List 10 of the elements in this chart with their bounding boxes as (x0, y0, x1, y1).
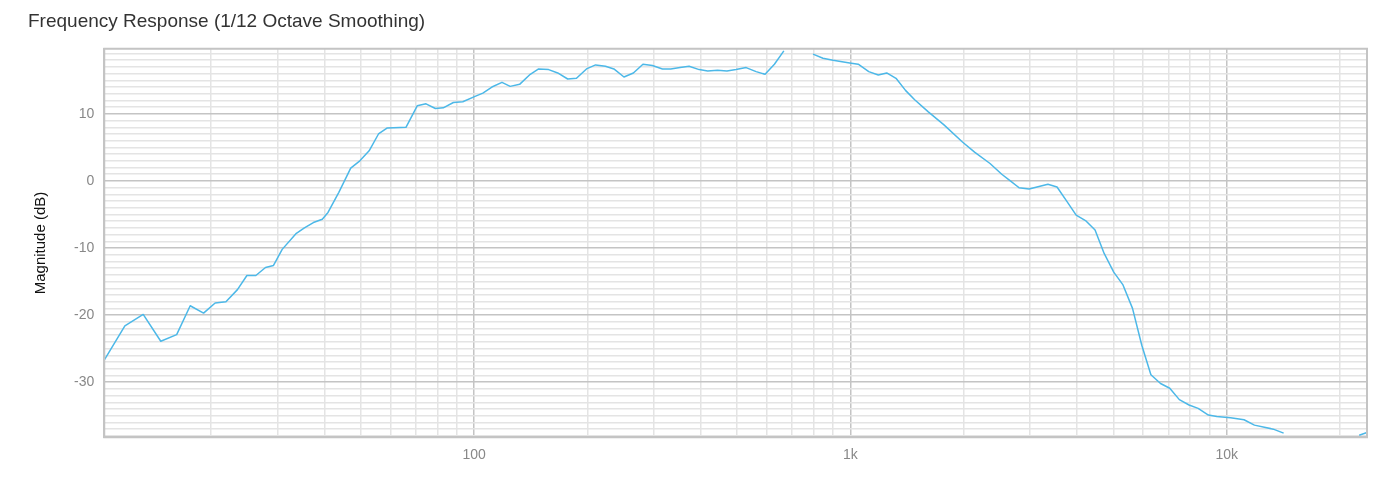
y-tick-label: -10 (74, 238, 95, 255)
y-tick-label: 0 (86, 171, 95, 188)
y-axis-title: Magnitude (dB) (31, 191, 49, 295)
chart-title: Frequency Response (1/12 Octave Smoothing) (28, 9, 426, 31)
x-tick-label: 1k (843, 446, 859, 463)
y-tick-label: -20 (74, 305, 95, 322)
x-tick-label: 10k (1215, 446, 1239, 463)
y-tick-label: -30 (74, 373, 95, 390)
y-tick-label: 10 (78, 104, 95, 121)
x-tick-label: 100 (462, 446, 486, 463)
